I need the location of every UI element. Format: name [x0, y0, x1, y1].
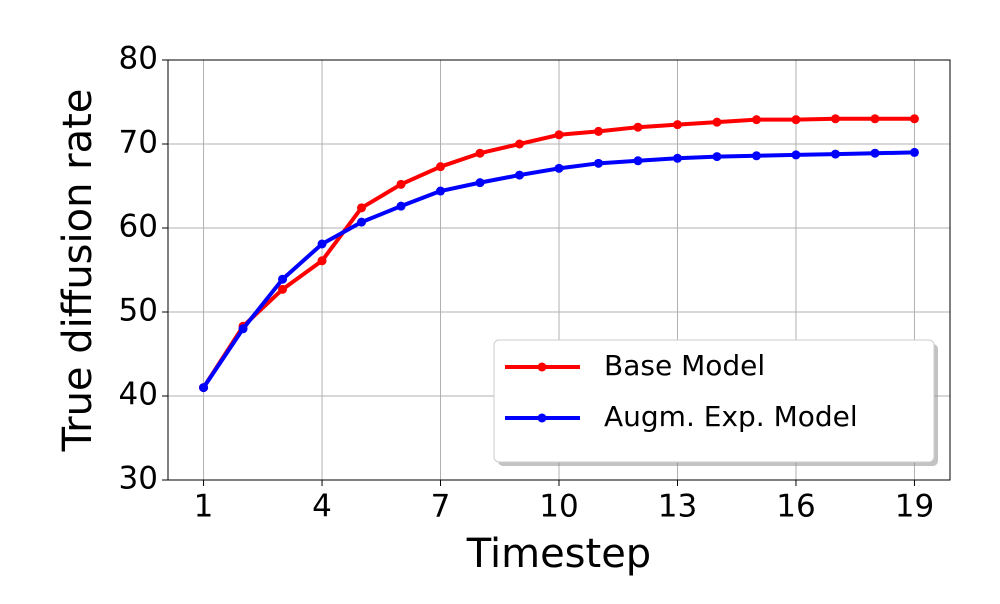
point: [633, 122, 643, 132]
point: [436, 186, 446, 196]
legend: [493, 339, 935, 463]
point: [791, 115, 801, 125]
x-tick-label: 1: [194, 489, 214, 525]
y-tick-label: 80: [119, 41, 158, 77]
point: [554, 163, 564, 173]
point: [515, 170, 525, 180]
legend-marker: [537, 413, 547, 423]
point: [238, 324, 248, 334]
point: [593, 158, 603, 168]
point: [633, 156, 643, 166]
x-axis-label: Timestep: [466, 531, 651, 577]
point: [672, 120, 682, 130]
point: [712, 152, 722, 162]
point: [475, 148, 485, 158]
point: [870, 148, 880, 158]
x-tick-label: 16: [776, 489, 815, 525]
point: [791, 150, 801, 160]
point: [554, 130, 564, 140]
point: [830, 149, 840, 159]
point: [357, 217, 367, 227]
point: [751, 151, 761, 161]
point: [199, 383, 209, 393]
point: [751, 115, 761, 125]
legend-marker: [537, 362, 547, 372]
y-tick-label: 40: [119, 377, 158, 413]
y-axis-label: True diffusion rate: [55, 89, 101, 453]
x-tick-label: 10: [539, 489, 578, 525]
y-tick-label: 30: [119, 461, 158, 497]
x-tick-label: 19: [895, 489, 934, 525]
point: [712, 117, 722, 127]
point: [396, 179, 406, 189]
point: [593, 126, 603, 136]
point: [278, 274, 288, 284]
point: [830, 114, 840, 124]
y-tick-label: 50: [119, 293, 158, 329]
point: [396, 201, 406, 211]
point: [317, 256, 327, 266]
point: [357, 203, 367, 213]
legend-label: Augm. Exp. Model: [604, 400, 858, 433]
x-tick-label: 7: [431, 489, 451, 525]
point: [870, 114, 880, 124]
point: [672, 153, 682, 163]
legend-label: Base Model: [604, 349, 765, 382]
y-tick-label: 60: [119, 209, 158, 245]
y-tick-label: 70: [119, 125, 158, 161]
point: [317, 239, 327, 249]
x-tick-label: 4: [312, 489, 332, 525]
point: [278, 284, 288, 294]
plot-frame: [167, 59, 951, 481]
x-tick-label: 13: [658, 489, 697, 525]
point: [475, 178, 485, 188]
point: [436, 162, 446, 172]
point: [909, 114, 919, 124]
point: [515, 139, 525, 149]
point: [909, 147, 919, 157]
